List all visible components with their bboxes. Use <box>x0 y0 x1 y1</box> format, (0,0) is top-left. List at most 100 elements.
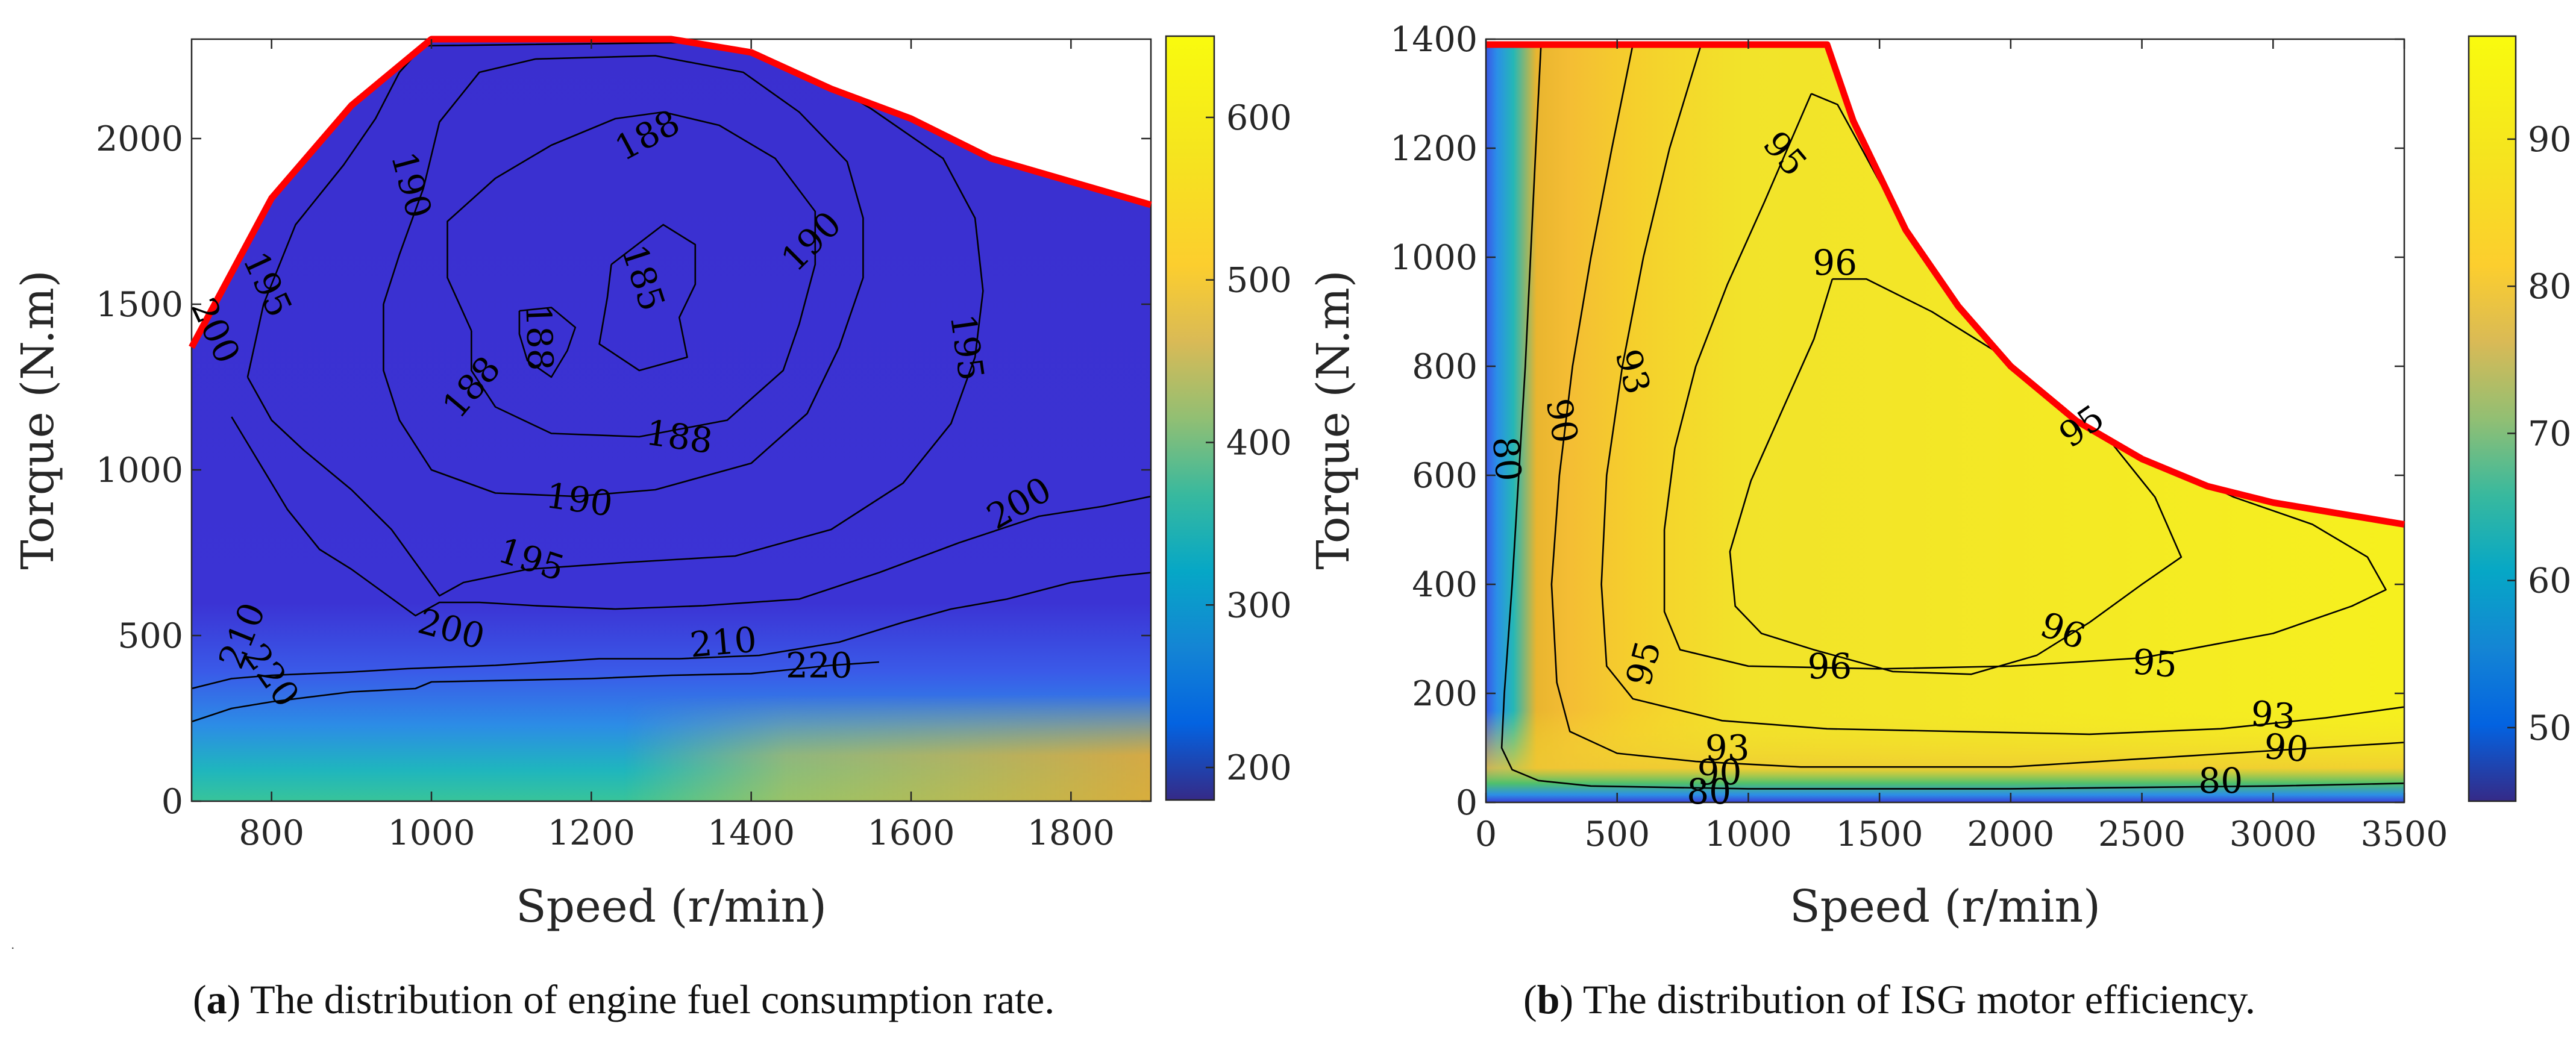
contour-label-text: 190 <box>544 475 615 525</box>
y-axis-label-a: Torque (N.m) <box>12 270 64 569</box>
contour-label-96: 96 <box>1807 646 1852 687</box>
contour-label-text: 188 <box>518 303 561 371</box>
colorbar-tick-label: 500 <box>1226 261 1292 301</box>
caption-b: (b) The distribution of ISG motor effici… <box>1523 976 2255 1022</box>
x-tick-label: 500 <box>1584 814 1650 854</box>
y-tick-label: 400 <box>1412 565 1478 605</box>
x-tick-label: 2500 <box>2098 814 2186 854</box>
y-tick-label: 0 <box>161 782 183 822</box>
colorbar-b <box>2468 35 2517 802</box>
contour-label-text: 90 <box>1697 752 1742 793</box>
x-ticks-b: 0 500 1000 1500 2000 2500 3000 3500 <box>1475 39 2448 854</box>
y-ticks-a: 0 500 1000 1500 2000 <box>96 119 1151 822</box>
y-tick-label: 1000 <box>1390 238 1478 278</box>
y-tick-label: 1200 <box>1390 129 1478 169</box>
contour-label-93: 93 <box>1705 728 1750 769</box>
contour-label-190: 190 <box>544 475 615 525</box>
x-tick-label: 1600 <box>867 813 954 853</box>
contour-label-188: 188 <box>644 412 715 462</box>
contour-label-text: 93 <box>2249 693 2297 737</box>
heatmap-warm-zone-a <box>192 39 1151 801</box>
contour-label-210: 210 <box>688 619 758 665</box>
x-tick-label: 2000 <box>1967 814 2054 854</box>
heatmap-area-b <box>1486 45 2404 802</box>
contour-label-text: 90 <box>2262 725 2310 770</box>
contour-label-195: 195 <box>942 311 992 383</box>
contour-label-95: 95 <box>2131 641 2179 686</box>
y-tick-label: 800 <box>1412 347 1478 387</box>
contour-label-188: 188 <box>518 303 561 371</box>
y-tick-label: 500 <box>118 616 183 656</box>
stray-mark: . <box>11 937 14 952</box>
x-tick-label: 1000 <box>387 813 475 853</box>
colorbar-tick-label: 400 <box>1226 423 1292 463</box>
colorbar-a <box>1165 35 1215 801</box>
contour-label-220: 220 <box>786 645 853 686</box>
colorbar-tick-label: 300 <box>1226 586 1292 625</box>
caption-b-text: The distribution of ISG motor efficiency… <box>1582 976 2255 1022</box>
contour-label-90: 90 <box>1697 752 1742 793</box>
contour-label-text: 90 <box>1538 395 1586 446</box>
y-tick-label: 0 <box>1456 783 1478 823</box>
contour-label-text: 96 <box>1813 242 1857 283</box>
contour-label-text: 210 <box>688 619 758 665</box>
contour-line-220 <box>192 661 879 723</box>
contour-label-80: 80 <box>2198 760 2243 801</box>
contour-line-200 <box>231 416 1151 617</box>
x-tick-label: 1800 <box>1027 813 1115 853</box>
y-ticks-b: 0 200 400 600 800 1000 1200 1400 <box>1390 20 2404 823</box>
caption-a: (a) The distribution of engine fuel cons… <box>193 976 1055 1022</box>
contour-line-93 <box>1600 45 2404 736</box>
colorbar-tick-label: 50 <box>2528 708 2572 748</box>
x-tick-label: 800 <box>239 813 304 853</box>
x-tick-label: 1500 <box>1836 814 1923 854</box>
colorbar-ticks-a: 200 300 400 500 600 <box>1206 98 1292 788</box>
contour-label-text: 80 <box>1687 771 1731 812</box>
contour-line-195 <box>246 42 984 597</box>
y-tick-label: 2000 <box>96 119 183 159</box>
y-tick-label: 1000 <box>96 451 183 490</box>
colorbar-tick-label: 600 <box>1226 98 1292 138</box>
colorbar-tick-label: 70 <box>2528 414 2572 454</box>
contour-label-80: 80 <box>1687 771 1731 812</box>
x-tick-label: 1200 <box>548 813 635 853</box>
y-tick-label: 1500 <box>96 285 183 325</box>
contour-line-190 <box>383 55 864 498</box>
contour-label-text: 95 <box>2131 641 2179 686</box>
x-ticks-a: 800 1000 1200 1400 1600 1800 <box>239 39 1115 853</box>
y-tick-label: 200 <box>1412 674 1478 714</box>
contour-label-93: 93 <box>2249 693 2297 737</box>
heatmap-area-a <box>192 39 1151 801</box>
contour-line-188 <box>447 111 816 438</box>
caption-b-letter: b <box>1537 976 1560 1022</box>
contour-line-185 <box>598 223 697 372</box>
contour-line-188 <box>518 307 577 378</box>
caption-a-text: The distribution of engine fuel consumpt… <box>250 976 1055 1022</box>
y-axis-label-b: Torque (N.m) <box>1308 270 1359 569</box>
contour-lines-a <box>192 42 1151 723</box>
max-torque-boundary-b <box>1486 41 2405 528</box>
x-axis-label-b: Speed (r/min) <box>1790 881 2101 933</box>
colorbar-tick-label: 90 <box>2528 120 2572 160</box>
x-tick-label: 1400 <box>707 813 795 853</box>
colorbar-tick-label: 60 <box>2528 561 2572 601</box>
contour-label-text: 93 <box>1705 728 1750 769</box>
axes-box-b <box>1485 38 2405 804</box>
y-tick-label: 600 <box>1412 456 1478 496</box>
contour-label-96: 96 <box>1813 242 1857 283</box>
contour-label-text: 80 <box>2198 760 2243 801</box>
contour-label-text: 195 <box>942 311 992 383</box>
colorbar-ticks-b: 50 60 70 80 90 <box>2507 120 2572 748</box>
colorbar-tick-label: 80 <box>2528 267 2572 307</box>
max-torque-boundary-a <box>189 36 1152 349</box>
x-tick-label: 1000 <box>1705 814 1792 854</box>
contour-line-80 <box>1500 45 2404 790</box>
y-tick-label: 1400 <box>1390 20 1478 60</box>
contour-line-210 <box>192 572 1151 690</box>
contour-label-90: 90 <box>2262 725 2310 770</box>
contour-label-text: 188 <box>644 412 715 462</box>
x-tick-label: 0 <box>1475 814 1497 854</box>
x-tick-label: 3000 <box>2230 814 2317 854</box>
